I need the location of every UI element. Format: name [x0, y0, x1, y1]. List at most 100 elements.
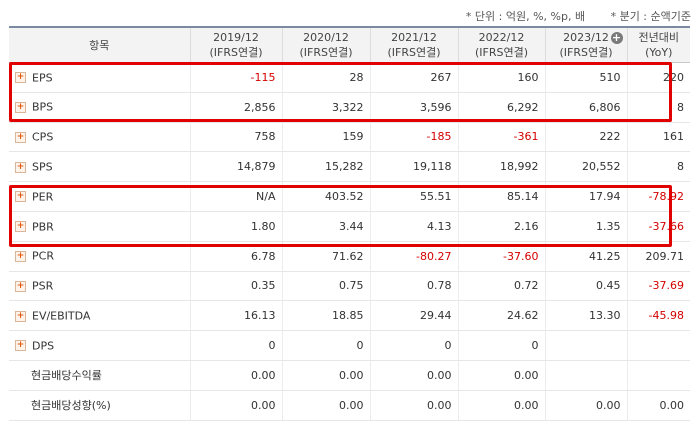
- value-cell: 18,992: [457, 151, 545, 183]
- value-cell: 2.16: [457, 211, 545, 242]
- unit-note: * 단위 : 억원, %, %p, 배: [465, 10, 586, 23]
- expand-plus-icon[interactable]: +: [15, 221, 26, 233]
- header-year: 2022/12: [478, 31, 525, 44]
- table-row: + PSR 0.35 0.75 0.78 0.72 0.45 -37.69: [9, 271, 690, 302]
- expand-plus-icon[interactable]: +: [15, 310, 26, 322]
- value-cell: 2,856: [189, 92, 282, 123]
- table-row: + PCR 6.78 71.62 -80.27 -37.60 41.25 209.71: [9, 241, 690, 272]
- row-label-cell: 현금배당수익률: [9, 360, 190, 391]
- value-cell: 0: [281, 330, 370, 361]
- value-cell: 0.00: [457, 360, 545, 391]
- table-row: 현금배당성향(%) 0.00 0.00 0.00 0.00 0.00 0.00: [9, 390, 690, 421]
- row-label-cell[interactable]: + BPS: [9, 92, 190, 123]
- row-label: EV/EBITDA: [32, 309, 91, 323]
- value-cell: 85.14: [457, 181, 545, 212]
- value-cell: 0.00: [369, 360, 458, 391]
- row-label-cell[interactable]: + EV/EBITDA: [9, 300, 190, 332]
- value-cell: 510: [544, 62, 627, 93]
- header-basis: (IFRS연결): [209, 46, 263, 59]
- header-basis: (IFRS연결): [387, 46, 441, 59]
- row-label: SPS: [32, 160, 53, 174]
- value-cell: 0.00: [457, 390, 545, 421]
- table-header-row: 항목 2019/12 (IFRS연결) 2020/12 (IFRS연결) 2021/…: [9, 26, 690, 63]
- add-column-icon[interactable]: +: [610, 31, 623, 44]
- value-cell: 1.35: [544, 211, 627, 242]
- row-label: PCR: [32, 249, 54, 263]
- value-cell: 267: [369, 62, 458, 93]
- header-col-2020: 2020/12 (IFRS연결): [281, 26, 370, 63]
- table-row: + SPS 14,879 15,282 19,118 18,992 20,552 8: [9, 151, 690, 183]
- expand-plus-icon[interactable]: +: [15, 280, 26, 292]
- value-cell: 0.00: [281, 360, 370, 391]
- value-cell: 14,879: [189, 151, 282, 183]
- row-label-cell[interactable]: + EPS: [9, 62, 190, 93]
- value-cell: N/A: [189, 181, 282, 212]
- row-label-cell[interactable]: + CPS: [9, 122, 190, 153]
- value-cell: 0.00: [626, 390, 690, 421]
- row-label: 현금배당성향(%): [31, 399, 111, 413]
- row-label: PBR: [32, 220, 54, 234]
- header-basis: (IFRS연결): [559, 46, 613, 59]
- row-label-cell[interactable]: + SPS: [9, 151, 190, 183]
- value-cell: 160: [457, 62, 545, 93]
- row-label-cell[interactable]: + PCR: [9, 241, 190, 272]
- value-cell: [626, 330, 690, 361]
- row-label: CPS: [32, 130, 54, 144]
- row-label-cell[interactable]: + DPS: [9, 330, 190, 361]
- value-cell: 17.94: [544, 181, 627, 212]
- value-cell: 0.72: [457, 271, 545, 302]
- value-cell: -37.60: [457, 241, 545, 272]
- value-cell: 6.78: [189, 241, 282, 272]
- period-note: * 분기 : 순액기준: [610, 10, 691, 23]
- header-col-yoy: 전년대비 (YoY): [626, 26, 690, 63]
- header-basis: (IFRS연결): [299, 46, 353, 59]
- row-label-cell[interactable]: + PBR: [9, 211, 190, 242]
- row-label: EPS: [32, 71, 53, 85]
- value-cell: 16.13: [189, 300, 282, 332]
- row-label-cell[interactable]: + PSR: [9, 271, 190, 302]
- unit-notes: * 단위 : 억원, %, %p, 배 * 분기 : 순액기준: [444, 8, 691, 24]
- value-cell: 403.52: [281, 181, 370, 212]
- header-basis: (YoY): [645, 46, 673, 59]
- expand-plus-icon[interactable]: +: [15, 131, 26, 143]
- value-cell: 0: [189, 330, 282, 361]
- value-cell: 161: [626, 122, 690, 153]
- header-col-2019: 2019/12 (IFRS연결): [189, 26, 282, 63]
- value-cell: -37.69: [626, 271, 690, 302]
- table-row: + PBR 1.80 3.44 4.13 2.16 1.35 -37.66: [9, 211, 690, 242]
- value-cell: 13.30: [544, 300, 627, 332]
- expand-plus-icon[interactable]: +: [15, 161, 26, 173]
- header-year: 2020/12: [303, 31, 349, 44]
- value-cell: -361: [457, 122, 545, 153]
- value-cell: 3,322: [281, 92, 370, 123]
- value-cell: 0.00: [281, 390, 370, 421]
- row-label-cell[interactable]: + PER: [9, 181, 190, 212]
- row-label: BPS: [32, 100, 54, 114]
- expand-plus-icon[interactable]: +: [15, 191, 26, 203]
- value-cell: 6,806: [544, 92, 627, 123]
- value-cell: 159: [281, 122, 370, 153]
- value-cell: 6,292: [457, 92, 545, 123]
- value-cell: 0.00: [544, 390, 627, 421]
- value-cell: [544, 360, 627, 391]
- expand-plus-icon[interactable]: +: [15, 101, 26, 113]
- value-cell: 220: [626, 62, 690, 93]
- header-basis: (IFRS연결): [474, 46, 529, 59]
- table-row: + DPS 0 0 0 0: [9, 330, 690, 361]
- value-cell: [626, 360, 690, 391]
- header-col-2023: 2023/12 (IFRS연결) +: [544, 26, 627, 63]
- value-cell: 222: [544, 122, 627, 153]
- header-year: 2019/12: [213, 31, 259, 44]
- row-label-cell: 현금배당성향(%): [9, 390, 190, 421]
- value-cell: [544, 330, 627, 361]
- header-year: 2023/12: [563, 31, 609, 44]
- financial-ratio-table: 항목 2019/12 (IFRS연결) 2020/12 (IFRS연결) 2021/…: [9, 26, 690, 421]
- row-label: PSR: [32, 279, 54, 293]
- value-cell: 0.35: [189, 271, 282, 302]
- expand-plus-icon[interactable]: +: [15, 340, 26, 352]
- value-cell: -185: [369, 122, 458, 153]
- expand-plus-icon[interactable]: +: [15, 250, 26, 262]
- value-cell: -78.92: [626, 181, 690, 212]
- value-cell: -37.66: [626, 211, 690, 242]
- expand-plus-icon[interactable]: +: [15, 72, 26, 84]
